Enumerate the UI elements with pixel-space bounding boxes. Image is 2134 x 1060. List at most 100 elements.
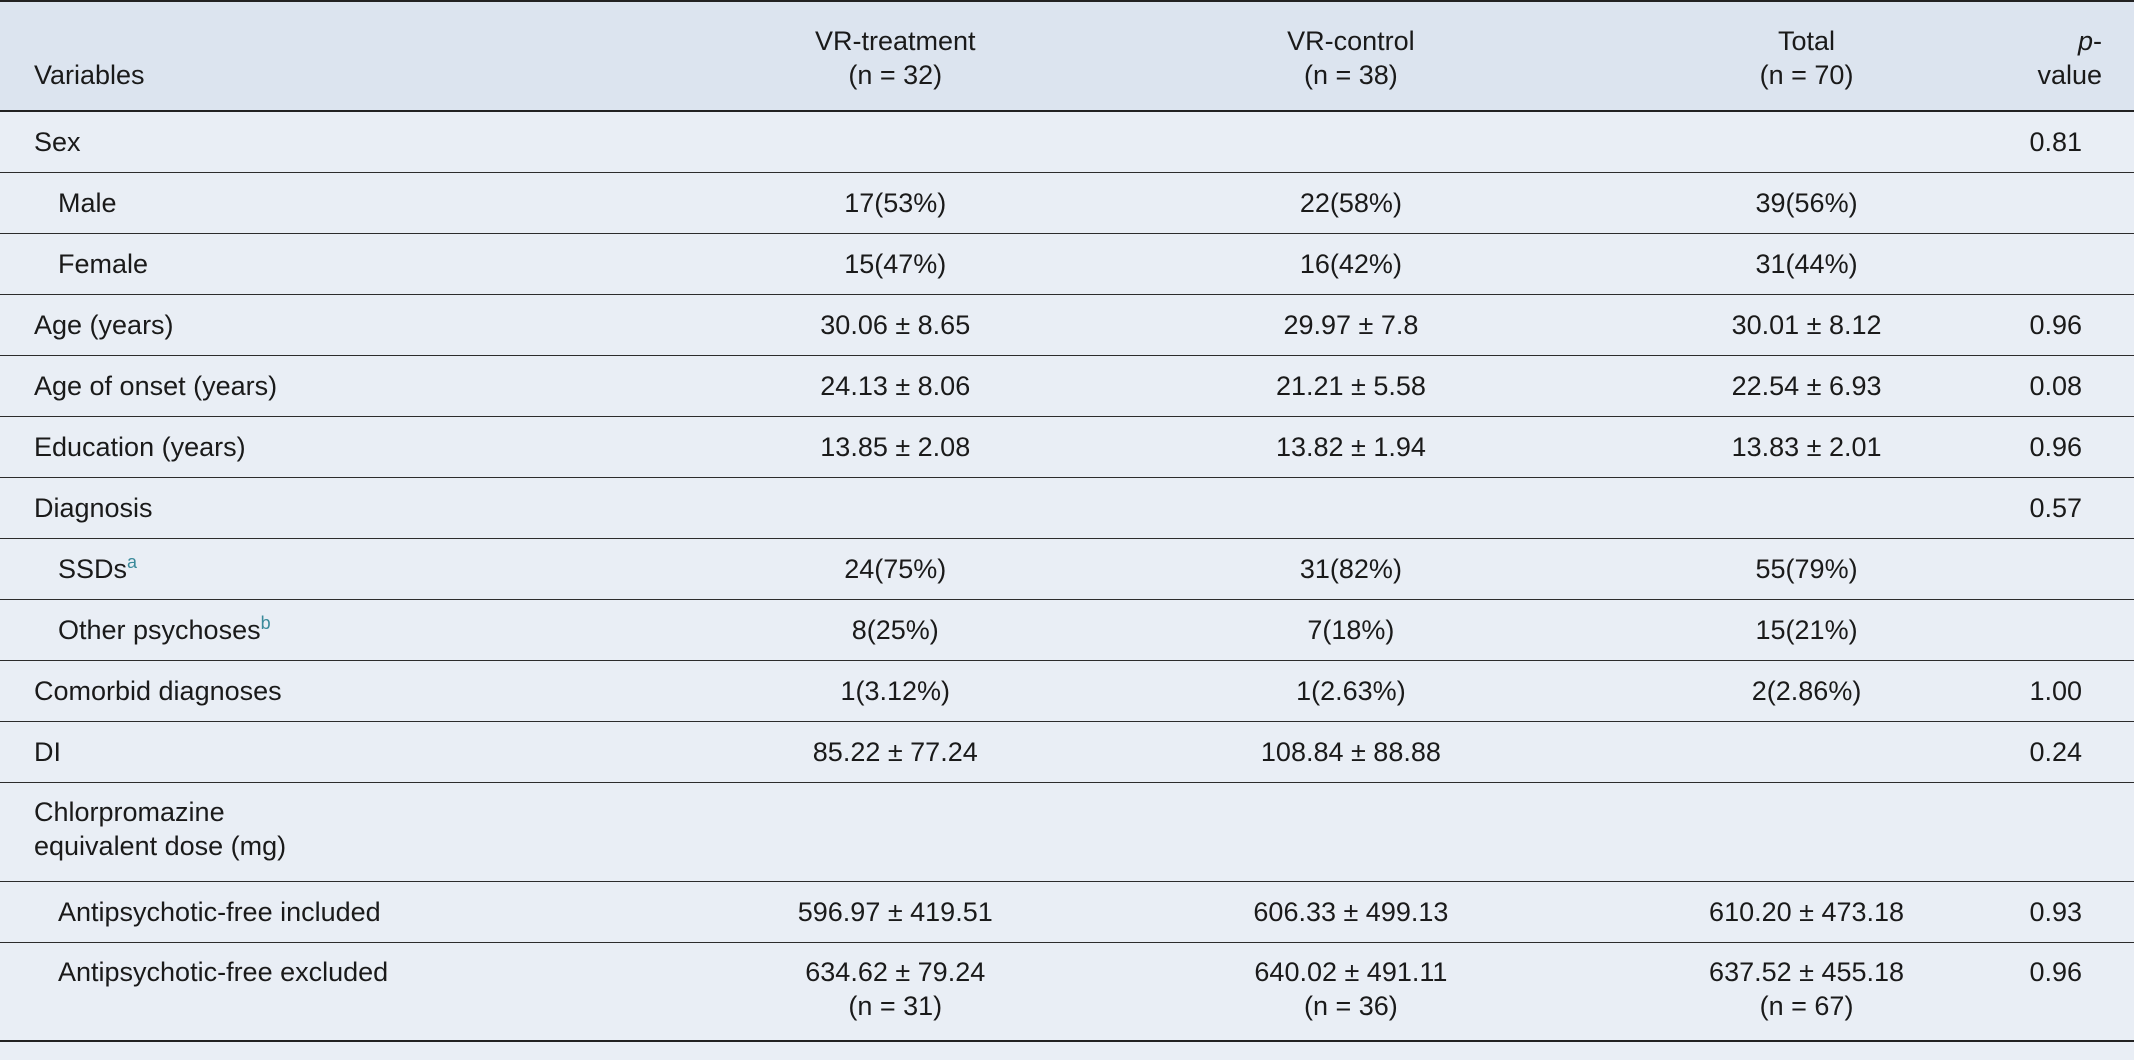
- cell-variable: Age (years): [34, 309, 174, 340]
- cell-vr-treatment: 1(3.12%): [840, 675, 951, 706]
- cell-n: (n = 36): [1304, 990, 1398, 1021]
- cell-vr-treatment: 24.13 ± 8.06: [820, 370, 971, 401]
- cell-variable: SSDsa: [0, 538, 672, 599]
- cell-vr-control: 21.21 ± 5.58: [1275, 370, 1426, 401]
- cell-vr-control: 13.82 ± 1.94: [1275, 431, 1426, 462]
- cell-vr-control: 22(58%): [1299, 187, 1402, 218]
- cell-total: 15(21%): [1755, 614, 1858, 645]
- cell-variable: Sex: [34, 126, 81, 157]
- cell-variable: Diagnosis: [34, 492, 153, 523]
- col-header-vr-treatment: VR-treatment (n = 32): [672, 1, 1119, 112]
- footnote-marker-a: a: [127, 551, 138, 572]
- cell-variable: Other psychosesb: [0, 599, 672, 660]
- col-header-vr-control: VR-control (n = 38): [1118, 1, 1584, 112]
- cell-value: 634.62 ± 79.24: [805, 956, 986, 987]
- cell-variable: DI: [34, 736, 61, 767]
- row-sex: Sex 0.81: [0, 111, 2134, 172]
- cell-p-value: [2029, 172, 2134, 233]
- cell-vr-treatment: [672, 782, 1118, 881]
- col-header-vr-treatment-n: (n = 32): [848, 60, 943, 90]
- cell-vr-treatment: 85.22 ± 77.24: [812, 736, 978, 767]
- col-header-total-label: Total: [1778, 26, 1836, 56]
- footnote-marker-b: b: [260, 612, 271, 633]
- cell-p-value: [2029, 538, 2134, 599]
- row-chlorpromazine: Chlorpromazine equivalent dose (mg): [0, 782, 2134, 881]
- row-female: Female 15(47%) 16(42%) 31(44%): [0, 233, 2134, 294]
- col-header-vr-control-n: (n = 38): [1304, 60, 1398, 90]
- cell-total: 22.54 ± 6.93: [1731, 370, 1882, 401]
- cell-variable: Education (years): [34, 431, 246, 462]
- cell-variable: Antipsychotic-free included: [58, 896, 381, 927]
- row-diagnosis: Diagnosis 0.57: [0, 477, 2134, 538]
- cell-vr-control: [1118, 477, 1584, 538]
- cell-p-value: 0.24: [2029, 736, 2082, 767]
- cell-p-value: 0.08: [2029, 370, 2082, 401]
- col-header-p-value: p-value: [2029, 1, 2134, 112]
- p-italic: p: [2077, 26, 2093, 56]
- p-rest: -value: [2037, 26, 2102, 90]
- cell-p-value: [2029, 782, 2134, 881]
- row-antipsychotic-free-included: Antipsychotic-free included 596.97 ± 419…: [0, 881, 2134, 942]
- cell-p-value: [2029, 599, 2134, 660]
- cell-p-value: [2029, 233, 2134, 294]
- col-header-variables-label: Variables: [34, 60, 145, 90]
- cell-p-value: 1.00: [2029, 675, 2082, 706]
- cell-n: (n = 31): [848, 990, 943, 1021]
- cell-total: 31(44%): [1755, 248, 1858, 279]
- cell-vr-treatment: [672, 111, 1118, 172]
- cell-variable: Comorbid diagnoses: [34, 675, 282, 706]
- row-comorbid-diagnoses: Comorbid diagnoses 1(3.12%) 1(2.63%) 2(2…: [0, 660, 2134, 721]
- col-header-total-n: (n = 70): [1759, 60, 1854, 90]
- cell-total: 2(2.86%): [1751, 675, 1862, 706]
- cell-vr-treatment: [672, 477, 1118, 538]
- other-psychoses-label: Other psychoses: [58, 614, 261, 645]
- cell-p-value: 0.96: [2029, 309, 2082, 340]
- cell-total: 637.52 ± 455.18 (n = 67): [1584, 942, 2030, 1041]
- chlorpromazine-label-line1: Chlorpromazine: [34, 796, 225, 827]
- cell-value: 637.52 ± 455.18: [1709, 956, 1905, 987]
- cell-total: 55(79%): [1755, 553, 1858, 584]
- cell-vr-treatment: 17(53%): [844, 187, 947, 218]
- col-header-total: Total (n = 70): [1583, 1, 2030, 112]
- cell-vr-treatment: 15(47%): [844, 248, 947, 279]
- cell-total: [1584, 721, 2030, 782]
- col-header-p-value-label: p-value: [2029, 24, 2102, 92]
- col-header-vr-control-label: VR-control: [1287, 26, 1415, 56]
- header-row: Variables VR-treatment (n = 32) VR-contr…: [0, 1, 2134, 112]
- cell-vr-treatment: 8(25%): [851, 614, 939, 645]
- cell-p-value: 0.93: [2029, 896, 2082, 927]
- cell-n: (n = 67): [1759, 990, 1854, 1021]
- chlorpromazine-label-line2: equivalent dose (mg): [34, 830, 287, 861]
- row-antipsychotic-free-excluded: Antipsychotic-free excluded 634.62 ± 79.…: [0, 942, 2134, 1041]
- cell-variable: Female: [58, 248, 149, 279]
- cell-variable: Antipsychotic-free excluded: [58, 956, 389, 987]
- cell-vr-control: 7(18%): [1307, 614, 1395, 645]
- cell-total: 39(56%): [1755, 187, 1858, 218]
- cell-vr-treatment: 24(75%): [844, 553, 947, 584]
- row-age-of-onset: Age of onset (years) 24.13 ± 8.06 21.21 …: [0, 355, 2134, 416]
- cell-vr-treatment: 596.97 ± 419.51: [797, 896, 993, 927]
- cell-p-value: 0.57: [2029, 492, 2082, 523]
- cell-vr-control: 1(2.63%): [1296, 675, 1406, 706]
- cell-variable: Chlorpromazine equivalent dose (mg): [0, 782, 672, 881]
- cell-total: [1584, 782, 2030, 881]
- cell-vr-treatment: 634.62 ± 79.24 (n = 31): [672, 942, 1118, 1041]
- cell-variable: Age of onset (years): [34, 370, 278, 401]
- col-header-vr-treatment-label: VR-treatment: [814, 26, 976, 56]
- cell-vr-control: 640.02 ± 491.11 (n = 36): [1118, 942, 1584, 1041]
- cell-vr-control: 108.84 ± 88.88: [1260, 736, 1441, 767]
- cell-vr-control: 29.97 ± 7.8: [1283, 309, 1419, 340]
- cell-vr-control: [1118, 782, 1584, 881]
- row-ssds: SSDsa 24(75%) 31(82%) 55(79%): [0, 538, 2134, 599]
- col-header-variables: Variables: [0, 1, 673, 112]
- cell-p-value: 0.81: [2029, 126, 2082, 157]
- row-age: Age (years) 30.06 ± 8.65 29.97 ± 7.8 30.…: [0, 294, 2134, 355]
- cell-total: 30.01 ± 8.12: [1731, 309, 1882, 340]
- cell-total: 610.20 ± 473.18: [1709, 896, 1905, 927]
- row-male: Male 17(53%) 22(58%) 39(56%): [0, 172, 2134, 233]
- cell-total: [1584, 111, 2030, 172]
- cell-vr-control: 31(82%): [1299, 553, 1402, 584]
- cell-value: 640.02 ± 491.11: [1254, 956, 1448, 987]
- row-education: Education (years) 13.85 ± 2.08 13.82 ± 1…: [0, 416, 2134, 477]
